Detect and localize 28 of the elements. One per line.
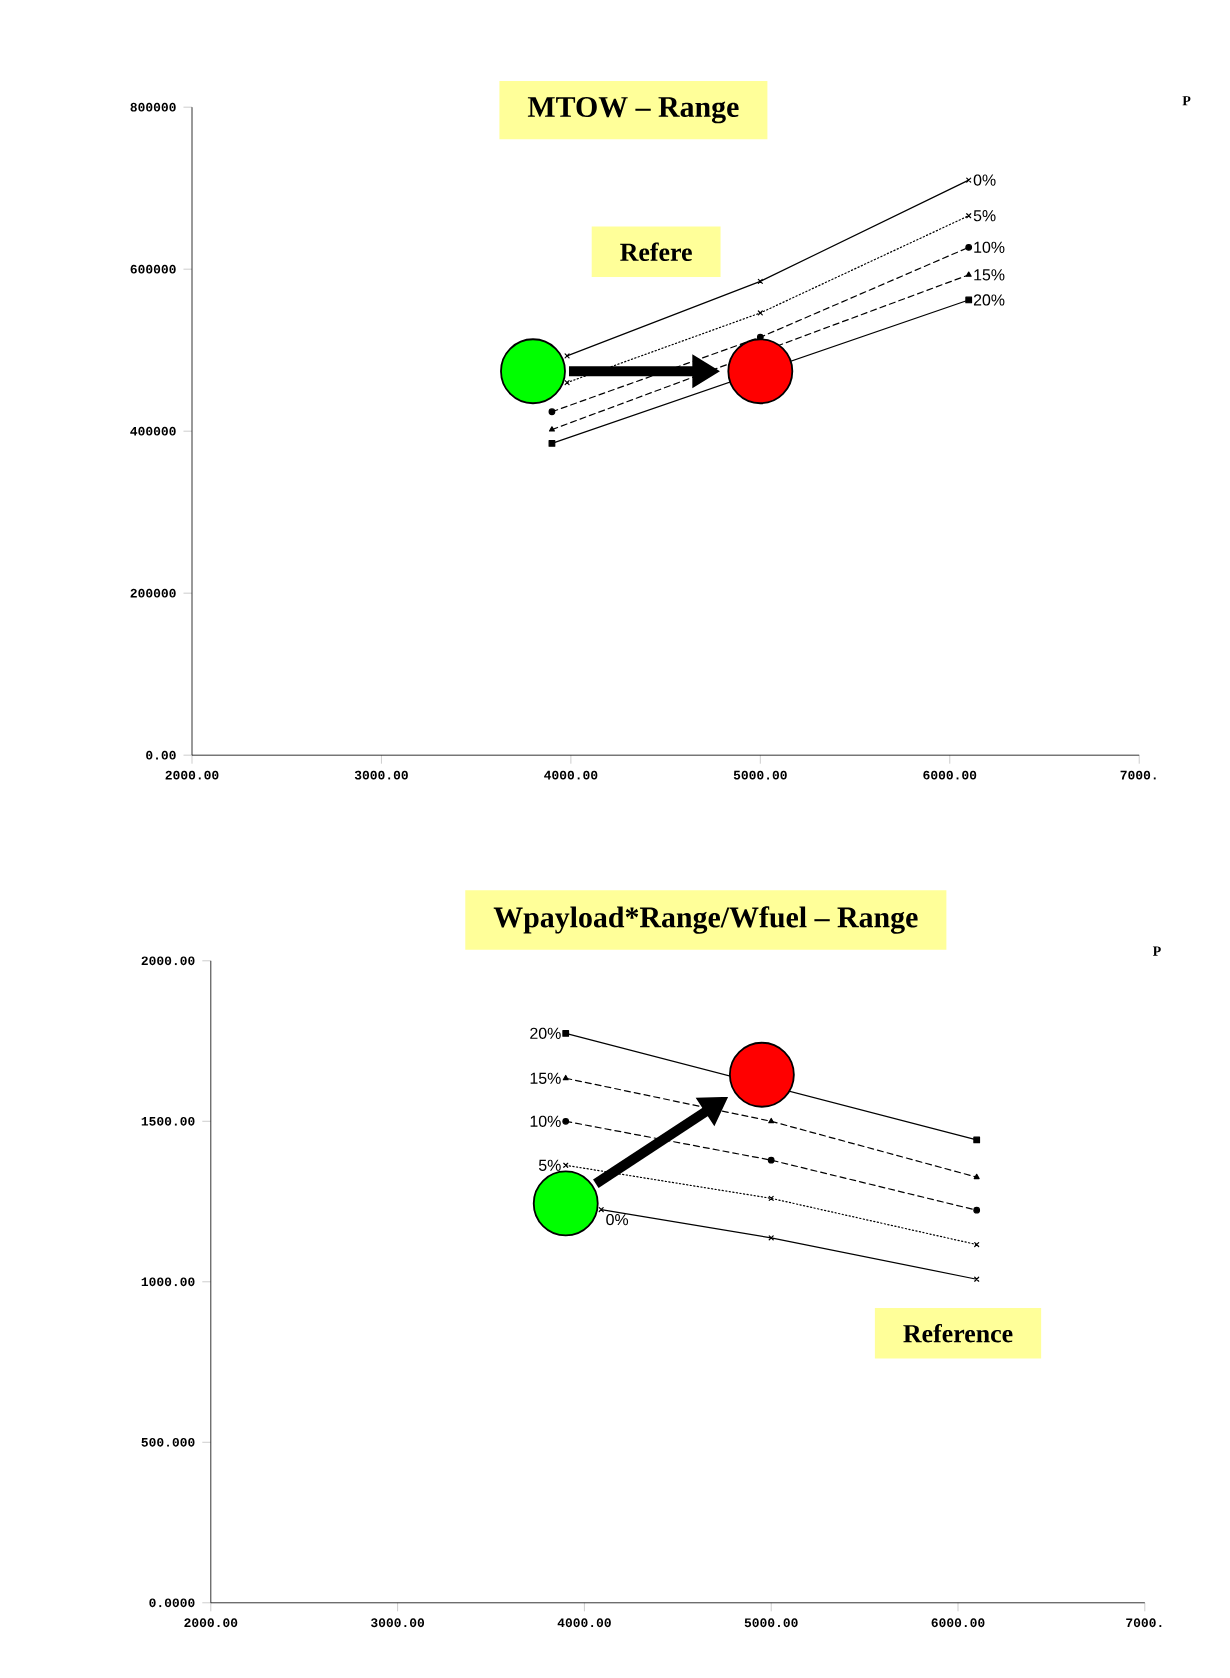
- point: [564, 380, 570, 386]
- point: [728, 1041, 795, 1108]
- point: [974, 1241, 980, 1248]
- point: [532, 1170, 599, 1237]
- point: [965, 296, 973, 304]
- point: [768, 1195, 774, 1201]
- point: [562, 1074, 569, 1081]
- point: [973, 1136, 981, 1144]
- point: [757, 278, 763, 284]
- point: [563, 1162, 569, 1168]
- chart-title: MTOW – Range: [527, 96, 739, 124]
- annotation: Reference: [903, 1323, 1013, 1343]
- point: [548, 408, 556, 416]
- point: [973, 1173, 980, 1180]
- point: [965, 243, 973, 251]
- point: [562, 1029, 570, 1037]
- point: [500, 338, 566, 405]
- point: [973, 1206, 981, 1214]
- point: [548, 439, 556, 447]
- point: [768, 1235, 774, 1241]
- annotation: Refere: [620, 242, 692, 261]
- chart-title: Wpayload*Range/Wfuel – Range: [493, 906, 918, 934]
- point: [562, 1117, 570, 1125]
- point: [757, 310, 763, 316]
- point: [767, 1156, 775, 1164]
- point: [727, 338, 794, 405]
- point: [966, 213, 972, 219]
- point: [768, 1117, 775, 1124]
